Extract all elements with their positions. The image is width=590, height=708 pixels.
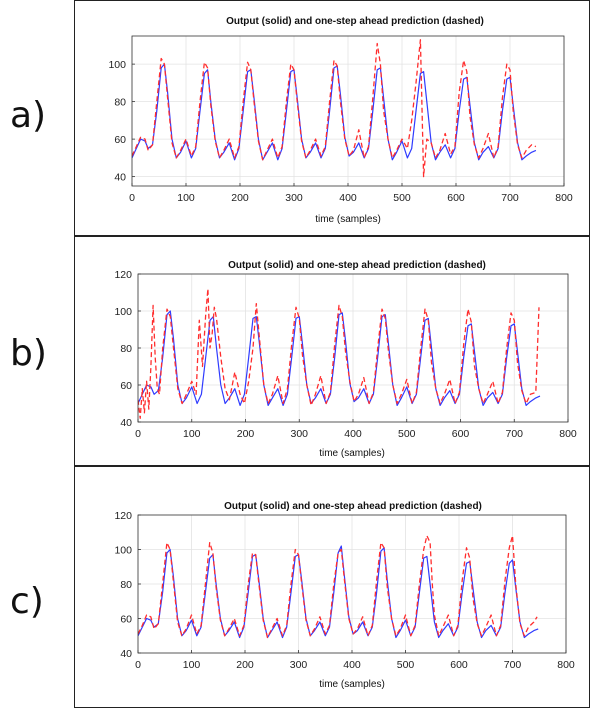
panel-label-a: a) [10,95,47,136]
panel-c-frame [74,466,590,708]
panel-label-b: b) [10,333,47,374]
panel-label-c: c) [10,581,44,622]
panel-a-frame [74,0,590,236]
panel-b-frame [74,236,590,466]
